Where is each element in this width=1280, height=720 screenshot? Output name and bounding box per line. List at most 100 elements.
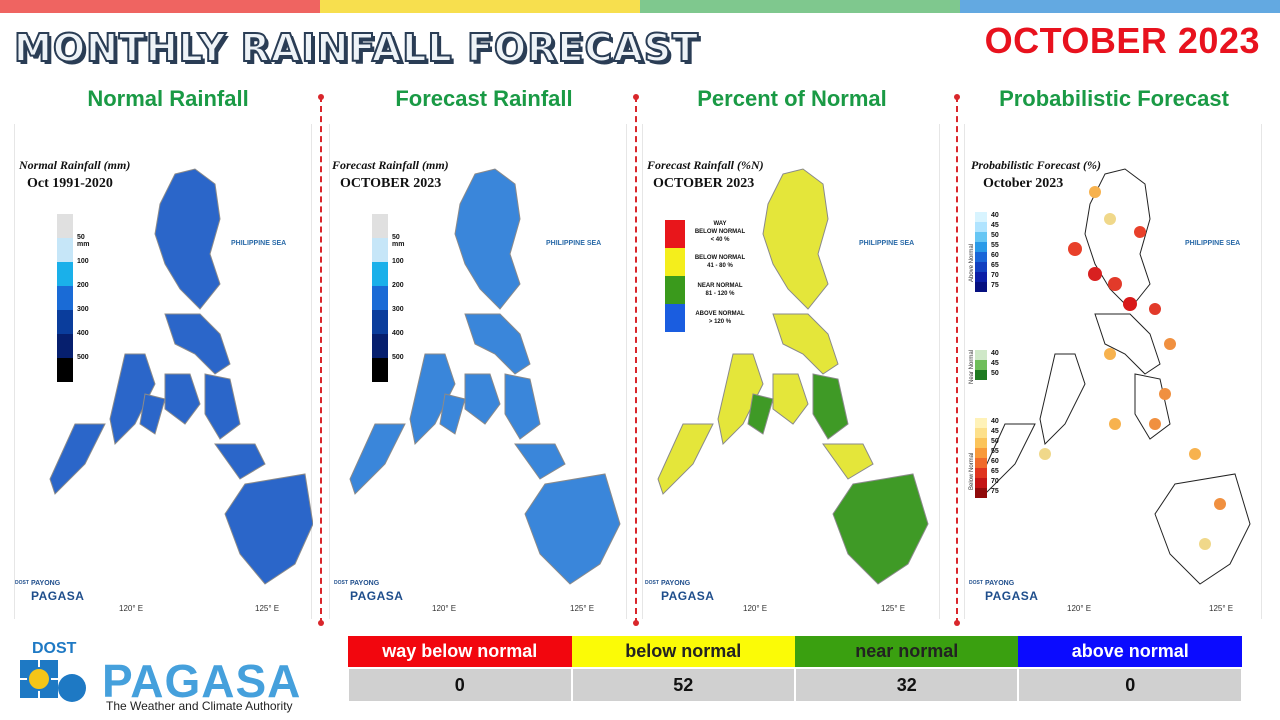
degree-label: 120° E	[743, 604, 768, 613]
philippines-map-forecast	[349, 168, 621, 585]
legend-label: 65	[991, 468, 999, 475]
legend-label: 400	[392, 330, 404, 337]
map-panel-forecast: Forecast Rainfall (mm) OCTOBER 2023 PHIL…	[329, 124, 627, 619]
legend-label: 200	[392, 282, 404, 289]
degree-label: 125° E	[1209, 604, 1234, 613]
top-color-stripe	[0, 0, 1280, 13]
value-above-normal: 0	[1017, 667, 1243, 703]
legend-swatch	[975, 438, 987, 448]
legend-label: 45	[991, 428, 999, 435]
legend-label: 45	[991, 360, 999, 367]
legend-group-label: Above Normal	[969, 243, 975, 282]
legend-swatch	[975, 350, 987, 360]
legend-label: 40	[991, 350, 999, 357]
legend-label: WAY BELOW NORMAL < 40 %	[694, 221, 746, 243]
header-near-normal: near normal	[794, 636, 1019, 668]
panel-title-forecast: Forecast Rainfall	[395, 86, 573, 111]
separator-line	[318, 94, 324, 626]
degree-label: 125° E	[881, 604, 906, 613]
value-way-below-normal: 0	[347, 667, 573, 703]
legend-swatch	[975, 272, 987, 282]
legend-swatch	[57, 310, 73, 334]
legend-label: BELOW NORMAL 41 - 80 %	[694, 255, 746, 269]
legend-label: 100	[392, 258, 404, 265]
legend-swatch	[975, 222, 987, 232]
map-panel-probabilistic: Probabilistic Forecast (%) October 2023 …	[964, 124, 1262, 619]
legend-swatch	[57, 238, 73, 262]
map-label: Normal Rainfall (mm)	[19, 158, 131, 172]
degree-label: 120° E	[1067, 604, 1092, 613]
legend-label: 45	[991, 222, 999, 229]
legend-swatch	[372, 214, 388, 238]
payong-pagasa-logo: DOST PAYONG PAGASA	[15, 580, 85, 603]
legend-swatch	[975, 448, 987, 458]
degree-label: 120° E	[119, 604, 144, 613]
legend-label: 75	[991, 488, 999, 495]
header-way-below-normal: way below normal	[348, 636, 572, 668]
legend-swatch	[372, 262, 388, 286]
pagasa-logo: DOST PAGASA The Weather and Climate Auth…	[14, 640, 314, 716]
legend-swatch	[975, 370, 987, 380]
separator-line	[954, 94, 960, 626]
legend-swatch	[665, 304, 685, 332]
legend-swatch	[975, 252, 987, 262]
legend-swatch	[975, 242, 987, 252]
legend-label: 70	[991, 478, 999, 485]
legend-label: 500	[392, 354, 404, 361]
legend-label: 40	[991, 418, 999, 425]
payong-pagasa-logo: DOST PAYONG PAGASA	[645, 580, 715, 603]
legend-swatch	[57, 214, 73, 238]
legend-label: 50 mm	[77, 234, 90, 248]
map-sublabel: OCTOBER 2023	[340, 176, 442, 191]
legend-label: ABOVE NORMAL > 120 %	[695, 311, 745, 325]
legend-swatch	[975, 468, 987, 478]
value-below-normal: 52	[570, 667, 796, 703]
legend-swatch	[975, 428, 987, 438]
payong-pagasa-logo: DOST PAYONG PAGASA	[334, 580, 404, 603]
map-sublabel: OCTOBER 2023	[653, 176, 755, 191]
legend-swatch	[57, 262, 73, 286]
header-below-normal: below normal	[571, 636, 795, 668]
legend-swatch	[975, 232, 987, 242]
legend-label: 40	[991, 212, 999, 219]
legend-swatch	[57, 358, 73, 382]
legend-swatch	[975, 478, 987, 488]
legend-swatch	[372, 334, 388, 358]
legend-swatch	[372, 286, 388, 310]
panel-title-percent: Percent of Normal	[697, 86, 887, 111]
map-label: Forecast Rainfall (%N)	[647, 158, 764, 172]
legend-label: 300	[77, 306, 89, 313]
page-title: MONTHLY RAINFALL FORECAST	[13, 25, 700, 71]
legend-swatch	[665, 220, 685, 248]
legend-group-label: Below Normal	[969, 452, 975, 490]
philippines-map-normal	[49, 168, 313, 585]
legend-swatch	[372, 358, 388, 382]
legend-label: 60	[991, 458, 999, 465]
legend-label: 500	[77, 354, 89, 361]
map-sublabel: Oct 1991-2020	[27, 176, 113, 191]
legend-swatch	[975, 282, 987, 292]
pagasa-tagline: The Weather and Climate Authority	[106, 699, 293, 713]
legend-label: 50	[991, 232, 999, 239]
map-label: Forecast Rainfall (mm)	[332, 158, 449, 172]
legend-label: 400	[77, 330, 89, 337]
map-label: Probabilistic Forecast (%)	[971, 158, 1101, 172]
sea-label: PHILIPPINE SEA	[1185, 240, 1241, 247]
legend-label: 60	[991, 252, 999, 259]
legend-label: 50	[991, 438, 999, 445]
stripe-yellow	[320, 0, 640, 13]
dost-label: DOST	[32, 640, 77, 657]
sea-label: PHILIPPINE SEA	[859, 240, 915, 247]
pagasa-name: PAGASA	[102, 655, 302, 707]
separator-line	[633, 94, 639, 626]
degree-label: 125° E	[570, 604, 595, 613]
legend-label: 75	[991, 282, 999, 289]
header-above-normal: above normal	[1018, 636, 1242, 668]
legend-label: NEAR NORMAL 81 - 120 %	[697, 283, 743, 297]
legend-label: 100	[77, 258, 89, 265]
pagasa-emblem-icon	[20, 660, 86, 702]
panel-title-normal: Normal Rainfall	[87, 86, 249, 111]
legend-swatch	[975, 418, 987, 428]
sea-label: PHILIPPINE SEA	[546, 240, 602, 247]
legend-group-label: Near Normal	[969, 349, 975, 384]
